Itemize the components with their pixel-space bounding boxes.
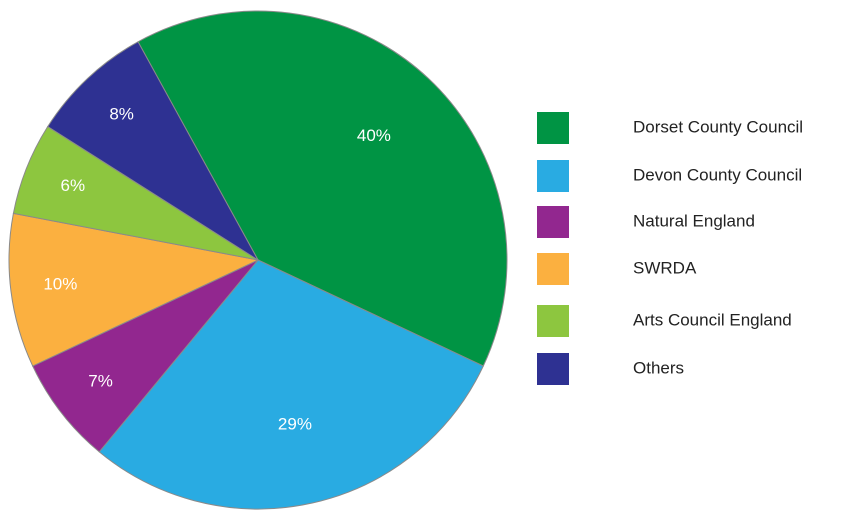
pie-slice xyxy=(137,10,508,367)
pie-slice xyxy=(8,212,260,367)
legend-swatch xyxy=(537,160,569,192)
slice-label: 7% xyxy=(88,372,113,391)
legend-label: Devon County Council xyxy=(633,165,802,184)
legend-label: Arts Council England xyxy=(633,310,792,329)
slice-label: 29% xyxy=(278,415,312,434)
legend-label: Dorset County Council xyxy=(633,117,803,136)
legend-swatch xyxy=(537,206,569,238)
slice-label: 8% xyxy=(109,104,134,123)
pie-slice xyxy=(47,41,259,261)
pie-slice xyxy=(98,259,484,510)
legend-swatch xyxy=(537,253,569,285)
pie-slice xyxy=(32,259,259,453)
slice-label: 6% xyxy=(60,176,85,195)
legend-label: Natural England xyxy=(633,211,755,230)
legend-label: SWRDA xyxy=(633,258,697,277)
legend-swatch xyxy=(537,112,569,144)
slice-label: 40% xyxy=(357,126,391,145)
legend-swatch xyxy=(537,305,569,337)
legend-swatch xyxy=(537,353,569,385)
slice-label: 10% xyxy=(43,274,77,293)
legend-label: Others xyxy=(633,358,684,377)
